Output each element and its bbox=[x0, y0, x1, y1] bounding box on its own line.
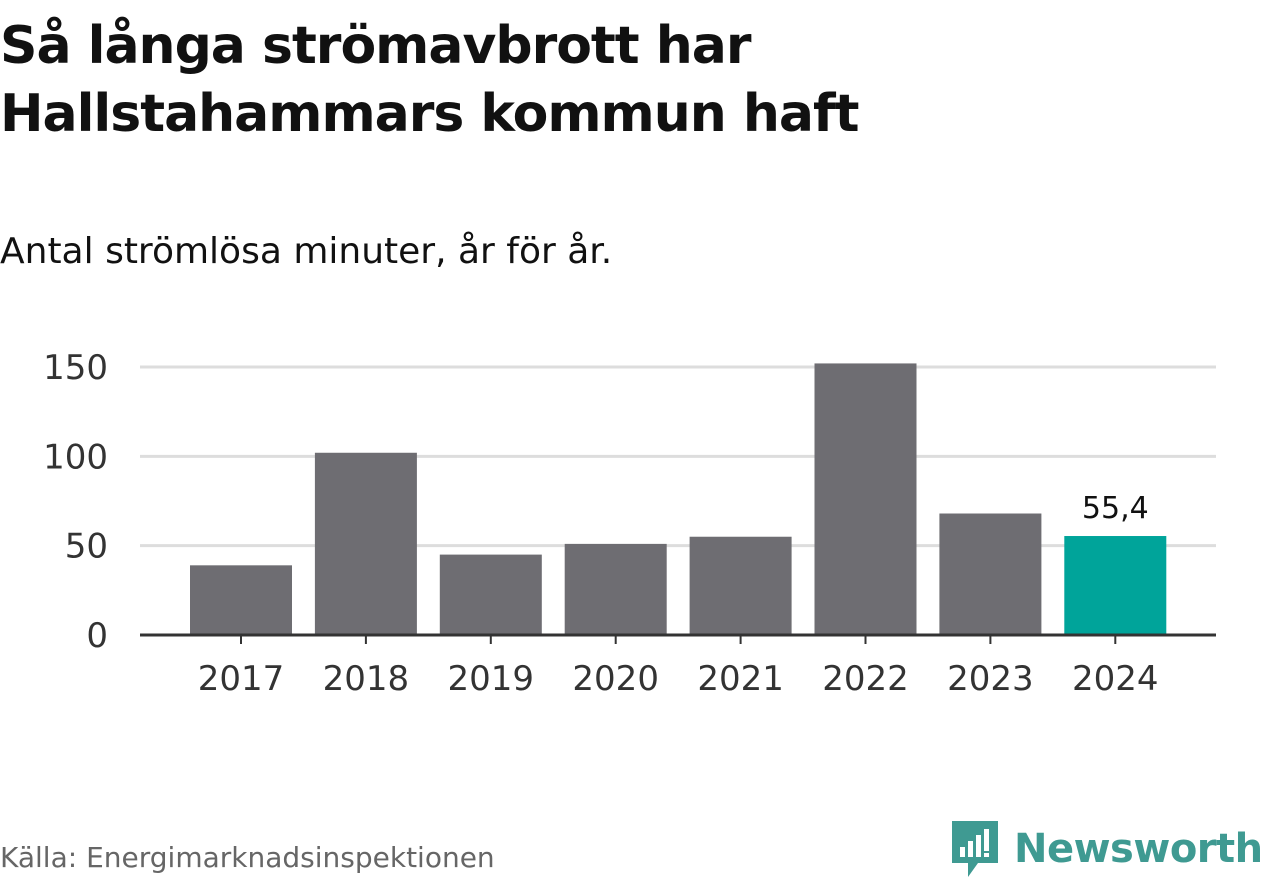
bar-2018 bbox=[314, 452, 417, 635]
brand-logo: Newsworthy bbox=[950, 818, 1262, 880]
data-label: 55,4 bbox=[1082, 491, 1149, 526]
bar-2020 bbox=[564, 543, 667, 635]
x-tick-label: 2024 bbox=[1072, 659, 1159, 699]
bar-chart: 0 50 100 150 2017 2018 2019 2020 2021 2022 2023 202… bbox=[43, 348, 1216, 699]
chart-subtitle: Antal strömlösa minuter, år för år. bbox=[0, 231, 613, 272]
bar-2017 bbox=[190, 565, 292, 635]
x-tick-label: 2019 bbox=[448, 659, 535, 699]
bar-2021 bbox=[689, 536, 792, 635]
x-tick-label: 2022 bbox=[822, 659, 909, 699]
bar-2022 bbox=[814, 363, 917, 635]
y-tick-label: 100 bbox=[43, 437, 108, 477]
source-note: Källa: Energimarknadsinspektionen bbox=[0, 841, 495, 874]
bar-2024 bbox=[1064, 536, 1167, 635]
brand-name: Newsworthy bbox=[1014, 826, 1262, 872]
bar-2023 bbox=[939, 513, 1042, 635]
x-tick-label: 2023 bbox=[947, 659, 1034, 699]
bar-2019 bbox=[439, 554, 542, 635]
x-tick-label: 2018 bbox=[323, 659, 410, 699]
y-tick-label: 0 bbox=[86, 616, 108, 656]
x-tick-label: 2021 bbox=[697, 659, 784, 699]
chart-title: Så långa strömavbrott har Hallstahammars… bbox=[0, 16, 859, 144]
newsworthy-logo-icon bbox=[952, 821, 998, 877]
y-tick-label: 150 bbox=[43, 348, 108, 388]
y-tick-label: 50 bbox=[65, 527, 108, 567]
x-tick-label: 2020 bbox=[572, 659, 659, 699]
x-tick-label: 2017 bbox=[198, 659, 285, 699]
